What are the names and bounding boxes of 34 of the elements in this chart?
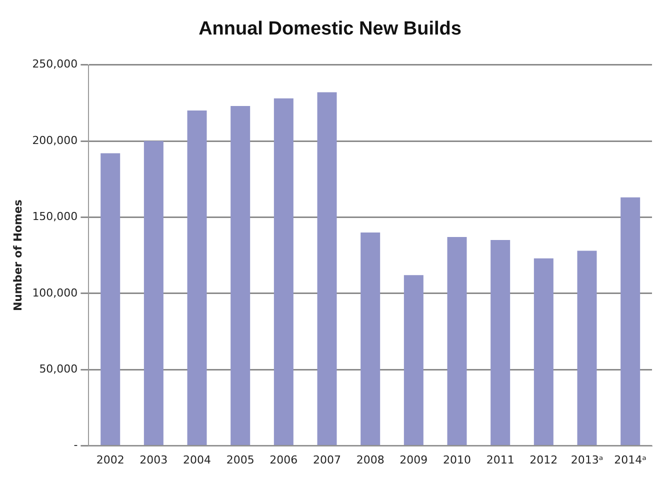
bar [274,98,294,446]
x-tick-label: 2009 [400,453,428,466]
y-tick-label: 100,000 [32,286,78,300]
x-tick-label: 2008 [356,453,384,466]
bar [144,141,164,446]
x-tick-label: 2007 [313,453,342,466]
x-tick-label: 2014ᵃ [614,453,646,466]
x-tick-label: 2005 [226,453,254,466]
bar [447,237,467,446]
y-tick-label: 250,000 [32,58,78,71]
bar [404,275,424,446]
bar [577,250,597,446]
x-tick-label: 2002 [96,453,124,466]
x-tick-label: 2003 [140,453,168,466]
y-axis-title: Number of Homes [11,199,24,312]
x-tick-label: 2013ᵃ [570,453,604,466]
chart-title: Annual Domestic New Builds [198,18,462,40]
y-tick-label: - [74,438,78,452]
bar [100,153,120,446]
x-tick-label: 2006 [270,453,298,466]
bar [360,232,380,446]
x-tick-label: 2012 [530,453,558,466]
x-tick-label: 2010 [443,453,472,466]
y-tick-label: 50,000 [39,362,78,376]
bar [620,197,640,446]
y-tick-label: 200,000 [32,134,78,147]
x-tick-label: 2011 [486,453,514,466]
bar [317,92,337,446]
bar [490,240,510,446]
y-tick-label: 150,000 [32,210,78,224]
bar [187,110,207,446]
bar [230,106,250,446]
bar [534,258,554,446]
x-tick-label: 2004 [183,453,212,466]
